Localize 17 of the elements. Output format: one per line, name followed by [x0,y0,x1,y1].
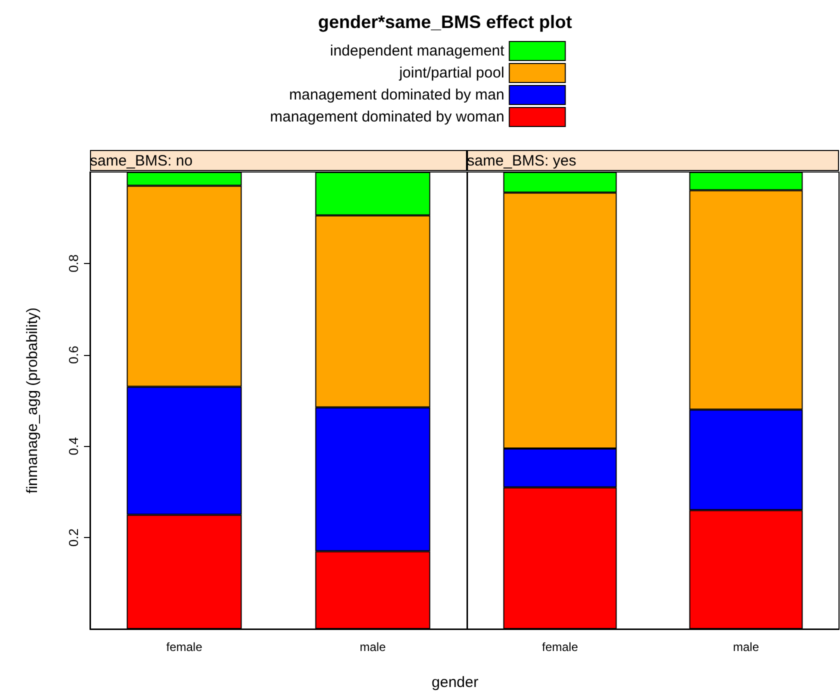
legend-label: joint/partial pool [398,64,504,82]
y-tick-label: 0.6 [66,346,81,364]
chart-subtitle: same_BMS: yes [467,152,576,170]
x-tick-label: female [542,640,578,654]
legend-label: management dominated by man [289,86,504,104]
x-tick-label: female [166,640,203,654]
y-tick-label: 0.2 [66,528,81,547]
y-axis-title: finmanage_agg (probability) [24,308,41,494]
legend-label: management dominated by woman [270,108,504,126]
x-tick-label: male [360,640,386,654]
x-axis-title: gender [432,674,478,691]
x-tick-label: male [732,640,760,654]
y-tick-label: 0.4 [66,437,81,456]
legend-label: independent management [330,42,506,60]
chart-title: gender*same_BMS effect plot [318,12,572,32]
y-tick-label: 0.8 [66,254,81,272]
chart-subtitle: same_BMS: no [90,152,193,170]
